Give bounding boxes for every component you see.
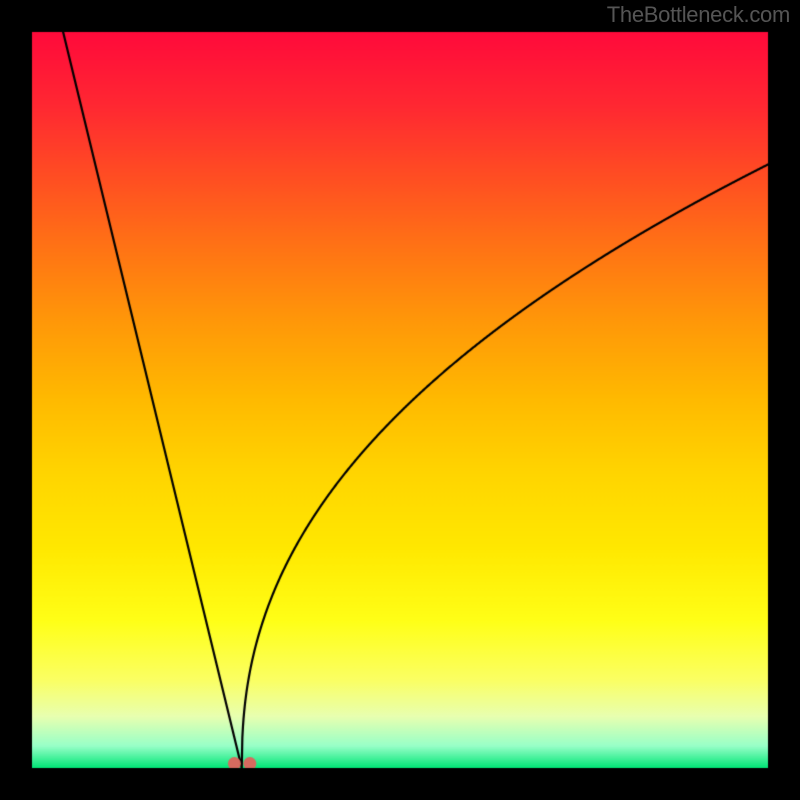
bottleneck-curve-chart [0, 0, 800, 800]
watermark-text: TheBottleneck.com [607, 2, 790, 28]
chart-root: TheBottleneck.com [0, 0, 800, 800]
